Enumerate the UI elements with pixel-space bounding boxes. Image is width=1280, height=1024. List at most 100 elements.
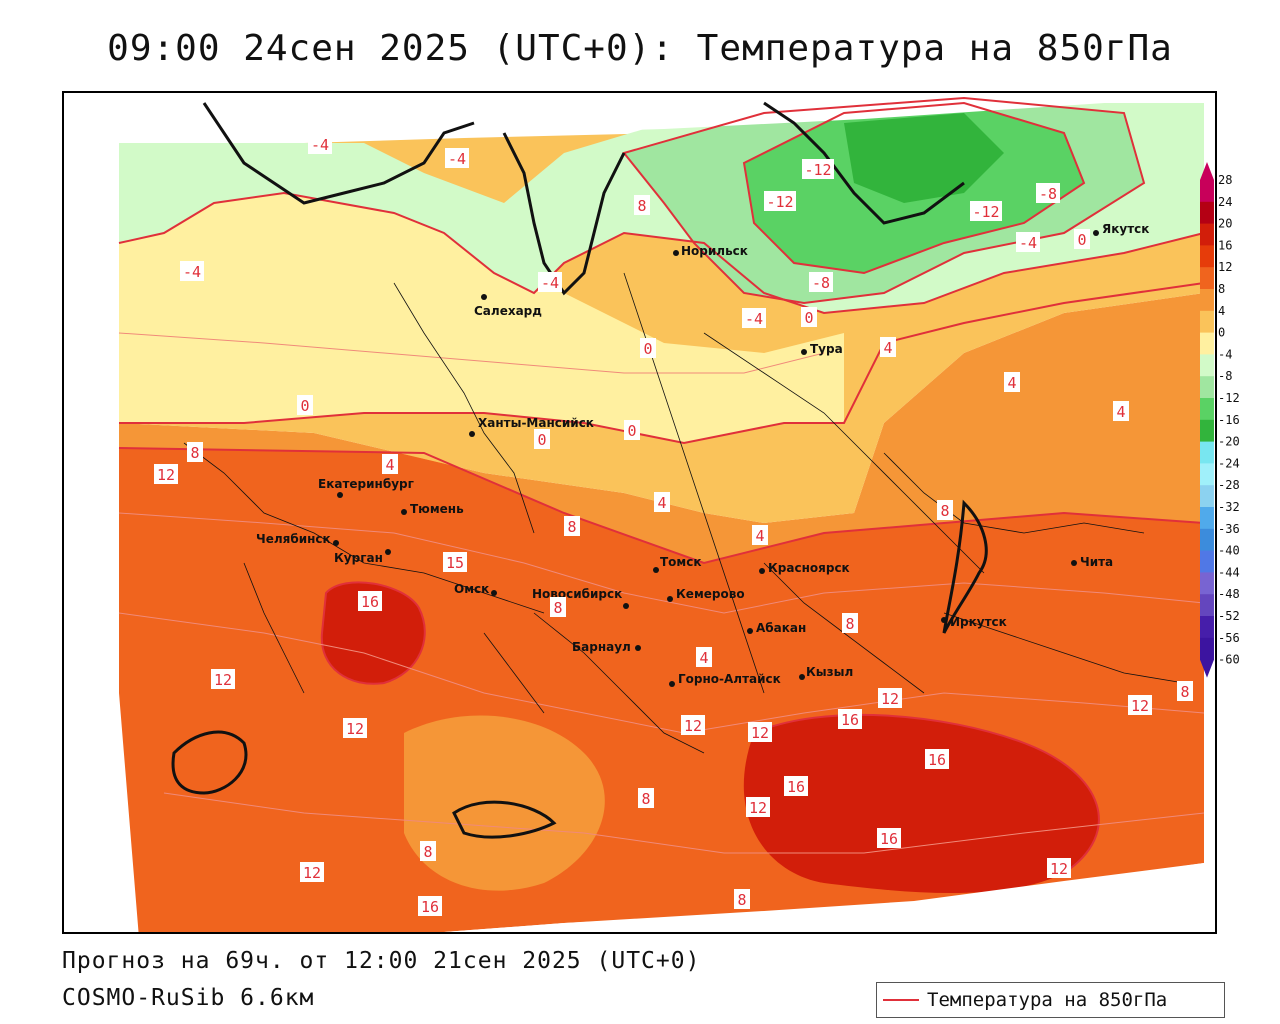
isotherm-label: 16 bbox=[418, 896, 442, 916]
temperature-map: Салехард Норильск Якутск Тура Ханты-Манс… bbox=[62, 91, 1217, 934]
city-markers: Салехард Норильск Якутск Тура Ханты-Манс… bbox=[256, 222, 1149, 687]
isotherm-label-box bbox=[538, 272, 562, 292]
isotherm-label-text: 8 bbox=[1180, 683, 1189, 701]
svg-text:Ханты-Мансийск: Ханты-Мансийск bbox=[478, 416, 594, 430]
isotherm-lines bbox=[118, 96, 1205, 874]
isotherm-label-box bbox=[418, 896, 442, 916]
colorbar-tick-label: 16 bbox=[1218, 238, 1232, 252]
city-irkutsk: Иркутск bbox=[941, 615, 1007, 629]
isotherm-label-text: -4 bbox=[183, 263, 201, 281]
isotherm-label-box bbox=[1113, 401, 1129, 421]
colorbar-tick-label: -4 bbox=[1218, 347, 1232, 361]
svg-text:Горно-Алтайск: Горно-Алтайск bbox=[678, 672, 781, 686]
city-yakutsk: Якутск bbox=[1093, 222, 1149, 236]
isotherm-label-box bbox=[534, 429, 550, 449]
colorbar-tick-label: 8 bbox=[1218, 282, 1225, 296]
isotherm-label-text: 16 bbox=[841, 711, 859, 729]
isotherm-label: 8 bbox=[634, 195, 650, 215]
forecast-info: Прогноз на 69ч. от 12:00 21сен 2025 (UTC… bbox=[62, 948, 701, 974]
colorbar-swatch bbox=[1200, 594, 1214, 617]
isotherm-label: 0 bbox=[297, 395, 313, 415]
svg-text:Барнаул: Барнаул bbox=[572, 640, 631, 654]
city-norilsk: Норильск bbox=[673, 244, 748, 258]
isotherm-label-text: -4 bbox=[311, 136, 329, 154]
isotherm-label: 0 bbox=[801, 307, 817, 327]
map-title: 09:00 24сен 2025 (UTC+0): Температура на… bbox=[107, 28, 1173, 69]
isotherm-label-box bbox=[801, 307, 817, 327]
isotherm-label-text: 8 bbox=[940, 502, 949, 520]
isotherm-label-box bbox=[838, 709, 862, 729]
isotherm-label-text: 12 bbox=[1050, 860, 1068, 878]
colorbar-tick-label: -44 bbox=[1218, 565, 1240, 579]
svg-text:Красноярск: Красноярск bbox=[768, 561, 850, 575]
isotherm-label: -4 bbox=[538, 272, 562, 292]
isotherm-label-box bbox=[1177, 681, 1193, 701]
colorbar-swatch bbox=[1200, 310, 1214, 334]
isotherm-label: 12 bbox=[300, 862, 324, 882]
svg-text:Кемерово: Кемерово bbox=[676, 587, 745, 601]
isotherm-label-text: 16 bbox=[928, 751, 946, 769]
domain-mask-bottom bbox=[134, 863, 1215, 932]
colorbar-tick-label: -28 bbox=[1218, 478, 1240, 492]
colorbar-tick-label: 4 bbox=[1218, 304, 1225, 318]
city-tyumen: Тюмень bbox=[401, 502, 464, 516]
svg-text:Иркутск: Иркутск bbox=[950, 615, 1007, 629]
isotherm-label-box bbox=[734, 889, 750, 909]
isotherm-label-box bbox=[443, 552, 467, 572]
colorbar-swatch bbox=[1200, 419, 1214, 443]
isotherm-label-box bbox=[880, 337, 896, 357]
isotherm-label: 12 bbox=[878, 688, 902, 708]
zone-orange-4 bbox=[119, 293, 1204, 563]
isotherm-label-box bbox=[696, 647, 712, 667]
isotherm-label: 0 bbox=[640, 338, 656, 358]
svg-text:Курган: Курган bbox=[334, 551, 383, 565]
isotherm-label-text: 8 bbox=[737, 891, 746, 909]
isotherm-label-box bbox=[297, 395, 313, 415]
svg-text:Якутск: Якутск bbox=[1102, 222, 1149, 236]
isotherm-label-box bbox=[358, 591, 382, 611]
coastline bbox=[171, 101, 988, 839]
colorbar-tick-label: -48 bbox=[1218, 587, 1240, 601]
colorbar-swatch bbox=[1200, 398, 1214, 421]
colorbar-swatch bbox=[1200, 376, 1214, 399]
isotherm-label-box bbox=[308, 134, 332, 154]
isotherm-label-text: 0 bbox=[627, 422, 636, 440]
isotherm-label-box bbox=[180, 261, 204, 281]
isotherm-label: 8 bbox=[638, 788, 654, 808]
colorbar-tick-label: -32 bbox=[1218, 500, 1240, 514]
isotherm-label-box bbox=[742, 308, 766, 328]
isotherm-label-box bbox=[1128, 695, 1152, 715]
isotherm-label-box bbox=[211, 669, 235, 689]
isotherm-label-text: 8 bbox=[190, 444, 199, 462]
legend-box: Температура на 850гПа bbox=[876, 982, 1225, 1018]
isotherm-label-box bbox=[638, 788, 654, 808]
isotherm-label-text: 8 bbox=[423, 843, 432, 861]
isotherm-label-text: 12 bbox=[881, 690, 899, 708]
isotherm-label-text: 8 bbox=[567, 518, 576, 536]
colorbar-swatch bbox=[1200, 332, 1214, 355]
isotherm-label-text: 0 bbox=[300, 397, 309, 415]
isotherm-label-text: 15 bbox=[446, 554, 464, 572]
isotherm-label-box bbox=[187, 442, 203, 462]
city-tomsk: Томск bbox=[653, 555, 702, 573]
domain-mask-left bbox=[64, 93, 134, 932]
isotherm-label-text: 16 bbox=[787, 778, 805, 796]
isotherm-label-text: -4 bbox=[541, 274, 559, 292]
city-gorno-altaysk: Горно-Алтайск bbox=[669, 672, 781, 687]
colorbar-tick-label: 20 bbox=[1218, 217, 1232, 231]
isotherm-label: 12 bbox=[1128, 695, 1152, 715]
isotherm-label-box bbox=[752, 525, 768, 545]
isotherm-label: 15 bbox=[443, 552, 467, 572]
colorbar-swatch bbox=[1200, 441, 1214, 464]
colorbar-swatch bbox=[1200, 223, 1214, 246]
isotherm-label-text: 12 bbox=[749, 799, 767, 817]
isotherm-label: 4 bbox=[752, 525, 768, 545]
svg-text:Екатеринбург: Екатеринбург bbox=[318, 477, 414, 491]
isotherm-label: 8 bbox=[842, 613, 858, 633]
colorbar-tick-label: -36 bbox=[1218, 522, 1240, 536]
isotherm-label-box bbox=[564, 516, 580, 536]
isotherm-label-box bbox=[746, 797, 770, 817]
colorbar-swatch bbox=[1200, 507, 1214, 530]
isotherm-label-box bbox=[634, 195, 650, 215]
city-krasnoyarsk: Красноярск bbox=[759, 561, 850, 575]
